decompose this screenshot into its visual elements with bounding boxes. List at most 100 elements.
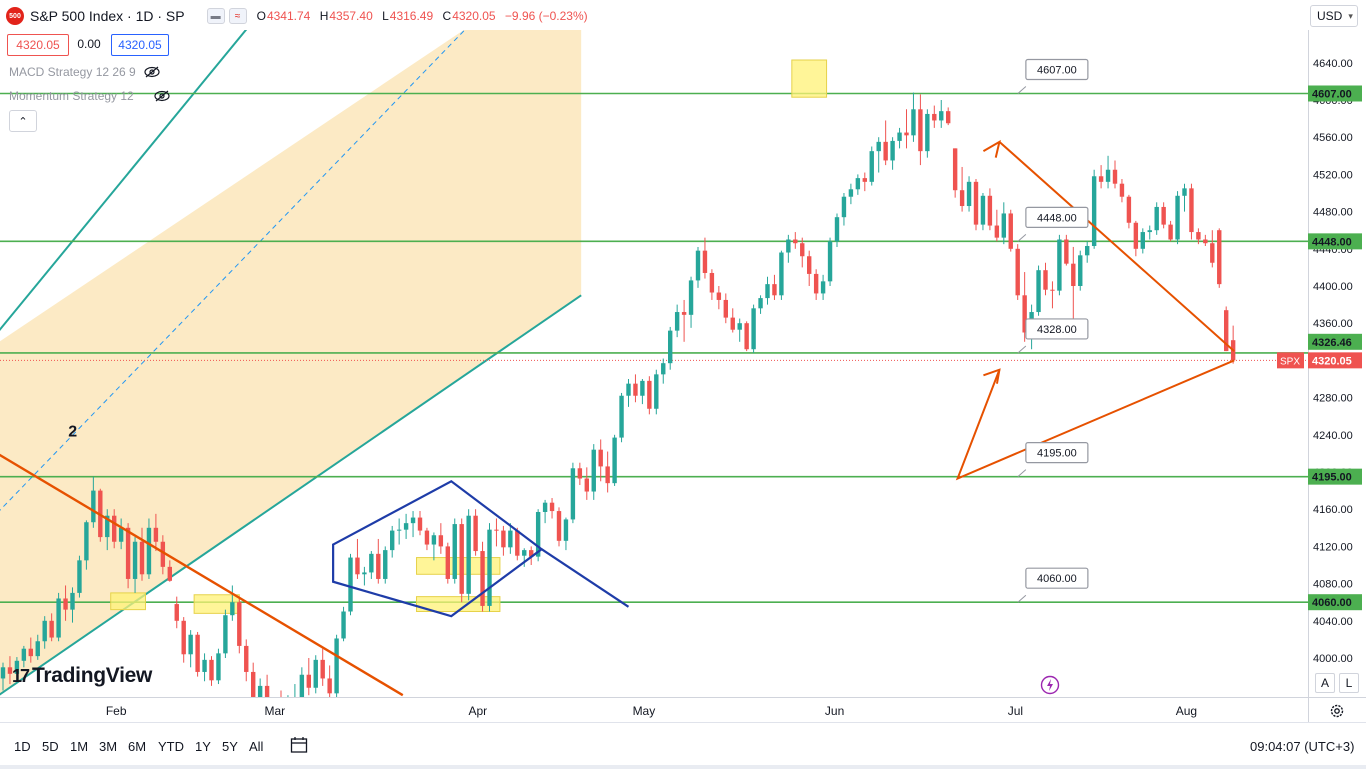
calendar-range-icon[interactable] — [290, 736, 308, 754]
time-axis-tick: Jun — [825, 704, 844, 718]
candle — [369, 551, 374, 579]
candle — [257, 678, 263, 697]
candle — [77, 555, 82, 598]
candle — [473, 509, 478, 556]
ohlc-values: O4341.74 H4357.40 L4316.49 C4320.05 −9.9… — [256, 9, 588, 23]
candle-body — [494, 529, 499, 531]
candle — [403, 513, 409, 539]
range-1y[interactable]: 1Y — [195, 739, 211, 754]
range-ytd[interactable]: YTD — [158, 739, 184, 754]
candle — [855, 174, 861, 195]
eye-hidden-icon[interactable] — [144, 66, 160, 78]
candle-body — [480, 551, 485, 606]
currency-select[interactable]: USD ▾ — [1310, 5, 1358, 27]
buy-price-box[interactable]: 4320.05 — [111, 34, 169, 56]
candle-body — [459, 524, 464, 594]
range-5y[interactable]: 5Y — [222, 739, 238, 754]
minus-icon[interactable]: ▬ — [206, 8, 225, 24]
candle-body — [410, 517, 416, 524]
callout-label: 4195.00 — [1037, 448, 1077, 460]
candle-body — [668, 330, 673, 364]
candle — [1050, 281, 1055, 309]
chevron-down-icon: ▾ — [1348, 10, 1353, 21]
candle — [598, 439, 603, 482]
candle — [723, 293, 728, 324]
price-axis-tick: 4040.00 — [1313, 616, 1353, 628]
price-chart[interactable]: 2 4607.00 4448.00 4328.00 4195.00 4060.00 4000… — [0, 0, 1366, 722]
range-all[interactable]: All — [249, 739, 264, 754]
candle-body — [320, 659, 325, 679]
sp500-logo: 500 — [6, 7, 24, 25]
candle-body — [466, 515, 471, 594]
candle — [160, 535, 166, 575]
wave-icon[interactable]: ≈ — [228, 8, 247, 24]
candle-body — [1001, 213, 1006, 238]
candle-body — [939, 111, 944, 121]
level-axis-label: 4448.00 — [1312, 236, 1352, 248]
eye-hidden-icon[interactable] — [154, 90, 170, 102]
candle — [383, 546, 388, 584]
candle — [334, 634, 339, 697]
candle — [1015, 244, 1020, 300]
candle — [1022, 272, 1027, 342]
candle-body — [716, 292, 722, 300]
candle — [244, 639, 249, 682]
range-1m[interactable]: 1M — [70, 739, 89, 754]
level-axis-label-bg — [1308, 333, 1362, 350]
indicator-macd[interactable]: MACD Strategy 12 26 9 — [9, 65, 160, 79]
candle — [765, 276, 770, 305]
highlight-zone — [110, 592, 146, 611]
candle-body — [869, 151, 874, 182]
symbol-title[interactable]: S&P 500 Index · 1D · SP — [30, 8, 185, 24]
range-3m[interactable]: 3M — [99, 739, 118, 754]
candle — [91, 476, 96, 528]
time-axis-tick: Aug — [1176, 704, 1197, 718]
candle-body — [1175, 195, 1180, 240]
price-axis-tick: 4520.00 — [1313, 169, 1353, 181]
candle — [800, 237, 805, 268]
callout-box — [1025, 206, 1089, 228]
log-scale-button[interactable]: L — [1339, 673, 1359, 693]
candle-body — [598, 449, 603, 467]
candle — [994, 209, 1000, 242]
candle-body — [125, 527, 131, 579]
high-value: 4357.40 — [329, 9, 373, 23]
candle-body — [563, 519, 569, 541]
candle-body — [14, 660, 20, 674]
range-6m[interactable]: 6M — [128, 739, 147, 754]
candle — [987, 188, 993, 231]
candle — [1217, 228, 1222, 288]
candle-body — [146, 527, 152, 575]
candle-body — [264, 685, 270, 697]
candle — [1119, 179, 1125, 203]
candle — [1057, 234, 1062, 296]
candle — [146, 518, 152, 579]
candle — [287, 695, 289, 697]
candle-body — [1105, 169, 1111, 182]
candle-body — [702, 250, 708, 273]
level-axis-label: 4607.00 — [1312, 88, 1352, 100]
chevron-up-icon[interactable]: ⌃ — [9, 110, 37, 132]
candle — [452, 518, 457, 584]
gear-icon[interactable] — [1329, 703, 1345, 719]
clock-label[interactable]: 09:04:07 (UTC+3) — [1250, 739, 1355, 754]
candle — [605, 451, 610, 493]
candle — [668, 326, 673, 370]
candle-body — [973, 181, 979, 225]
spread-value: 0.00 — [77, 37, 101, 51]
range-1d[interactable]: 1D — [14, 739, 31, 754]
candle-body — [570, 468, 576, 520]
candle-body — [1168, 224, 1173, 240]
indicator-momentum[interactable]: Momentum Strategy 12 — [9, 89, 170, 103]
candle-body — [730, 317, 735, 330]
range-5d[interactable]: 5D — [42, 739, 59, 754]
candle-body — [1043, 270, 1048, 290]
auto-scale-button[interactable]: A — [1315, 673, 1335, 693]
candle-body — [626, 383, 631, 396]
candle-body — [556, 511, 562, 541]
candle — [647, 376, 652, 415]
scrollbar-strip — [0, 765, 1366, 769]
lightning-icon[interactable] — [1040, 675, 1060, 695]
sell-price-box[interactable]: 4320.05 — [7, 34, 69, 56]
candle-body — [1133, 222, 1139, 249]
